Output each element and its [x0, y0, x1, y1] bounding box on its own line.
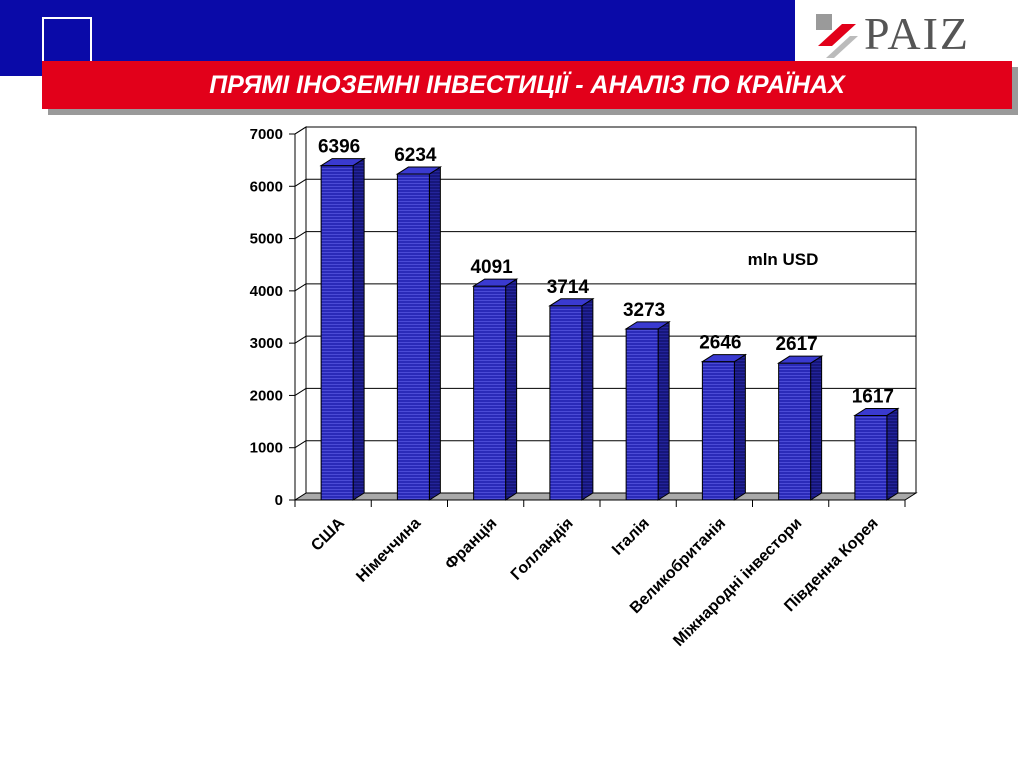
x-tick-label: Італія [609, 515, 653, 559]
y-tick-label: 7000 [250, 126, 283, 143]
bar [396, 173, 430, 501]
data-label: 1617 [852, 386, 894, 407]
x-tick-label: Міжнародні інвестори [670, 515, 805, 650]
bar-top [395, 166, 443, 175]
x-tick-label: Франція [442, 515, 500, 573]
paiz-logo: PAIZ [812, 6, 1012, 64]
bar-side [505, 278, 518, 501]
bar [473, 285, 507, 501]
x-tick-label: США [308, 514, 348, 554]
data-label: 4091 [470, 257, 513, 278]
unit-annotation: mln USD [748, 250, 819, 269]
data-label: 3714 [547, 277, 590, 298]
data-label: 3273 [623, 300, 665, 321]
bar-side [352, 157, 365, 501]
page-title: ПРЯМІ ІНОЗЕМНІ ІНВЕСТИЦІЇ - АНАЛІЗ ПО КР… [209, 70, 845, 99]
bar-side [657, 320, 670, 501]
gridline-depth [294, 283, 307, 292]
bar-top [471, 278, 519, 287]
gridline-depth [294, 178, 307, 187]
bar-side [886, 407, 899, 501]
bar [701, 361, 735, 501]
title-bar: ПРЯМІ ІНОЗЕМНІ ІНВЕСТИЦІЇ - АНАЛІЗ ПО КР… [42, 61, 1012, 109]
gridline-depth [294, 231, 307, 239]
bar-top [776, 355, 824, 364]
bar [778, 362, 812, 501]
data-label: 6234 [394, 145, 437, 166]
bar-side [733, 353, 746, 501]
x-tick-label: Голландія [508, 515, 577, 584]
y-tick-label: 4000 [250, 283, 283, 300]
y-tick-label: 1000 [250, 440, 283, 457]
bar-top [319, 158, 366, 167]
y-tick-label: 2000 [250, 387, 283, 404]
bar-top [700, 354, 748, 363]
y-tick-label: 0 [275, 492, 283, 509]
plot-floor [293, 492, 918, 501]
y-tick-label: 3000 [250, 335, 283, 352]
gridline-depth [294, 335, 307, 344]
data-label: 6396 [318, 137, 360, 158]
bar-side [581, 297, 594, 501]
gridline-depth [294, 440, 307, 449]
bar-top [853, 407, 900, 416]
gridline-depth [294, 126, 307, 135]
bar-top [624, 321, 671, 330]
x-tick-label: Німеччина [353, 515, 424, 586]
bar [625, 328, 659, 501]
gridline-depth [294, 388, 307, 396]
bar [549, 305, 583, 501]
y-tick-label: 5000 [250, 231, 283, 248]
bar [320, 165, 354, 501]
bar-top [548, 298, 595, 307]
logo-mark-icon [816, 14, 858, 58]
bar-side [810, 355, 823, 501]
chart-plot-area: 0 1000 2000 3000 4000 5000 6000 7000 6396 США 6234… [250, 126, 918, 650]
logo-text: PAIZ [864, 8, 970, 59]
bar [854, 414, 888, 501]
data-label: 2617 [775, 334, 817, 355]
data-label: 2646 [699, 333, 741, 354]
bar-side [428, 166, 441, 501]
y-tick-label: 6000 [250, 178, 283, 195]
